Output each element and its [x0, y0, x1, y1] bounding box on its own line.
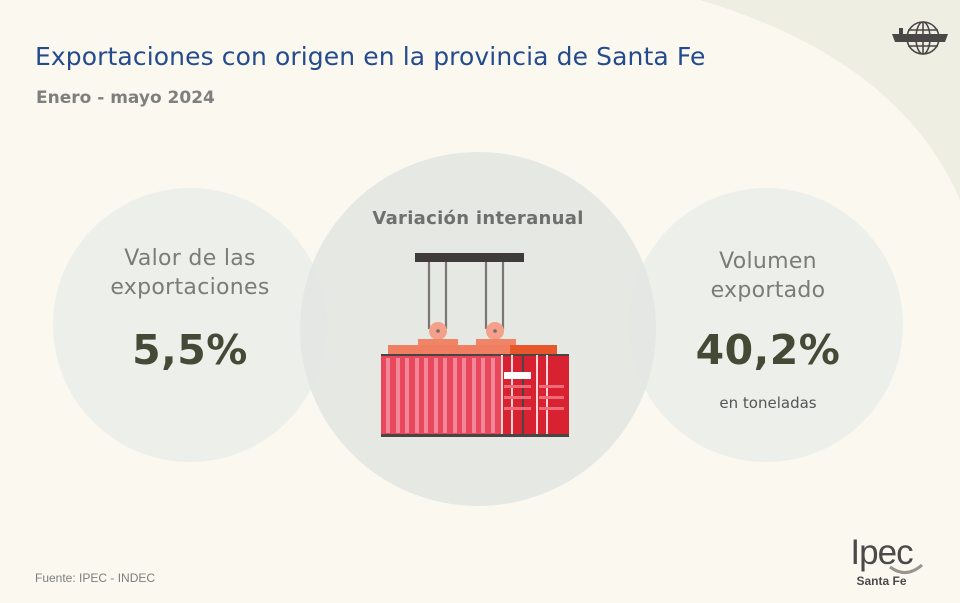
export-volume-label: Volumen exportado	[710, 249, 826, 303]
export-volume-circle	[629, 188, 903, 462]
export-value-circle	[53, 188, 327, 462]
export-volume-percent: 40,2%	[695, 326, 841, 374]
logo-wordmark: Ipec	[850, 533, 913, 572]
source-note: Fuente: IPEC - INDEC	[35, 571, 156, 585]
logo-subtitle: Santa Fe	[856, 574, 907, 588]
yoy-variation-heading: Variación interanual	[372, 208, 584, 229]
ipec-logo: Ipec Santa Fe	[834, 533, 929, 593]
export-value-percent: 5,5%	[132, 326, 248, 374]
shipping-container-crane-icon	[381, 253, 569, 437]
page-title: Exportaciones con origen en la provincia…	[35, 42, 706, 71]
export-volume-unit: en toneladas	[719, 394, 817, 412]
globe-ship-icon	[892, 21, 948, 55]
export-value-label: Valor de las exportaciones	[110, 246, 270, 300]
page-subtitle: Enero - mayo 2024	[36, 88, 215, 108]
logo-swoosh-icon	[889, 563, 923, 574]
yoy-variation-circle	[300, 152, 656, 506]
